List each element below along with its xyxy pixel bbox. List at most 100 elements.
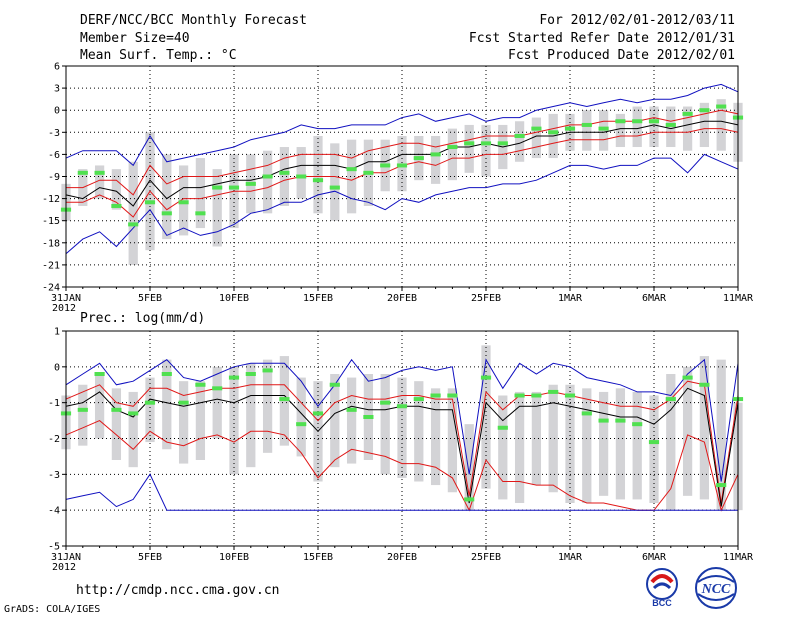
- temp-ytick-label: -9: [48, 172, 60, 183]
- prec-xtick-year: 2012: [52, 562, 76, 573]
- temp-ytick-label: 0: [54, 106, 60, 117]
- temp-ytick-label: -12: [42, 194, 60, 205]
- prec-spread-box: [246, 363, 256, 468]
- prec-series-max: [65, 358, 739, 482]
- prec-ytick-label: -3: [48, 470, 60, 481]
- temp-spread-box: [279, 147, 290, 206]
- produced-date-label: Fcst Produced Date 2012/02/01: [508, 48, 735, 63]
- prec-observed-marker: [514, 393, 525, 398]
- temp-observed-marker: [699, 108, 710, 113]
- prec-spread-box: [212, 366, 222, 439]
- temp-observed-marker: [296, 174, 307, 179]
- temp-spread-box: [111, 169, 122, 210]
- prec-spread-box: [128, 391, 138, 468]
- prec-xtick-label: 1MAR: [558, 552, 583, 563]
- prec-spread-box: [716, 359, 726, 511]
- temp-series-min: [65, 153, 739, 255]
- temp-xtick-label: 5FEB: [138, 293, 162, 304]
- prec-spread-box: [682, 366, 693, 496]
- prec-observed-marker: [531, 393, 542, 398]
- prec-observed-marker: [228, 375, 240, 380]
- prec-observed-marker: [279, 397, 290, 402]
- temp-spread-box: [262, 150, 273, 214]
- prec-observed-marker: [312, 411, 324, 416]
- temp-observed-marker: [581, 122, 592, 127]
- temp-observed-marker: [212, 185, 223, 190]
- temp-observed-marker: [548, 130, 559, 135]
- temp-spread-box: [128, 161, 138, 265]
- temp-ytick-label: 3: [54, 84, 60, 95]
- prec-ytick-label: 1: [54, 327, 60, 338]
- temp-xtick-label: 20FEB: [387, 293, 417, 304]
- variable-label: Mean Surf. Temp.: °C: [80, 48, 237, 63]
- prec-observed-marker: [480, 375, 492, 380]
- prec-spread-box: [464, 424, 474, 511]
- temp-observed-marker: [665, 122, 676, 127]
- temp-observed-marker: [430, 152, 441, 157]
- temp-observed-marker: [77, 170, 88, 175]
- temp-observed-marker: [531, 126, 542, 131]
- prec-spread-box: [145, 377, 155, 443]
- temp-spread-box: [615, 113, 626, 148]
- ncc-logo: NCC: [695, 567, 737, 609]
- prec-xtick-label: 6MAR: [642, 552, 667, 563]
- temp-observed-marker: [262, 174, 273, 179]
- prec-observed-marker: [699, 382, 710, 387]
- prec-observed-marker: [632, 422, 643, 427]
- prec-observed-marker: [346, 407, 357, 412]
- temp-ytick-label: -18: [42, 238, 60, 249]
- temp-ytick-label: -21: [42, 260, 60, 271]
- prec-spread-box: [498, 395, 508, 500]
- temp-xtick-label: 6MAR: [642, 293, 667, 304]
- prec-observed-marker: [195, 382, 206, 387]
- temp-observed-marker: [598, 126, 609, 131]
- prec-observed-marker: [128, 411, 139, 416]
- prec-spread-box: [481, 345, 491, 489]
- prec-observed-marker: [413, 397, 424, 402]
- temp-xtick-label: 25FEB: [471, 293, 501, 304]
- temp-spread-box: [716, 99, 726, 151]
- temp-observed-marker: [346, 167, 357, 172]
- prec-series-mean-sd: [65, 420, 739, 512]
- prec-observed-marker: [212, 386, 223, 391]
- temp-observed-marker: [128, 222, 139, 227]
- prec-observed-marker: [77, 407, 88, 412]
- prec-xtick-label: 10FEB: [219, 552, 249, 563]
- prec-spread-box: [582, 388, 592, 503]
- prec-xtick-label: 15FEB: [303, 552, 333, 563]
- temp-observed-marker: [178, 200, 189, 205]
- prec-spread-box: [447, 388, 458, 493]
- temp-observed-marker: [497, 141, 508, 146]
- temp-observed-marker: [111, 203, 122, 208]
- temp-spread-box: [430, 135, 441, 184]
- temp-observed-marker: [312, 178, 324, 183]
- prec-observed-marker: [245, 372, 256, 376]
- source-url[interactable]: http://cmdp.ncc.cma.gov.cn: [76, 583, 280, 598]
- prec-observed-marker: [564, 393, 576, 398]
- temp-xtick-label: 11MAR: [723, 293, 754, 304]
- prec-spread-box: [548, 384, 558, 493]
- temp-spread-box: [582, 110, 592, 151]
- prec-spread-box: [430, 388, 441, 486]
- temp-xtick-label: 15FEB: [303, 293, 333, 304]
- prec-ytick-label: -2: [48, 434, 60, 445]
- prec-observed-marker: [111, 407, 122, 412]
- temp-observed-marker: [564, 126, 576, 131]
- prec-observed-marker: [380, 400, 391, 405]
- prec-spread-box: [632, 391, 642, 500]
- temp-observed-marker: [632, 119, 643, 124]
- prec-xtick-label: 25FEB: [471, 552, 501, 563]
- temp-observed-marker: [228, 185, 240, 190]
- prec-observed-marker: [144, 400, 156, 405]
- prec-observed-marker: [548, 389, 559, 394]
- prec-observed-marker: [648, 440, 660, 445]
- prec-spread-box: [666, 374, 676, 511]
- forecast-period-label: For 2012/02/01-2012/03/11: [539, 13, 735, 28]
- prec-spread-box: [649, 395, 659, 503]
- prec-spread-box: [229, 366, 239, 475]
- temp-spread-box: [162, 154, 172, 240]
- temp-observed-marker: [329, 185, 340, 190]
- temp-xtick-label: 31JAN: [51, 293, 81, 304]
- prec-spread-box: [514, 391, 525, 503]
